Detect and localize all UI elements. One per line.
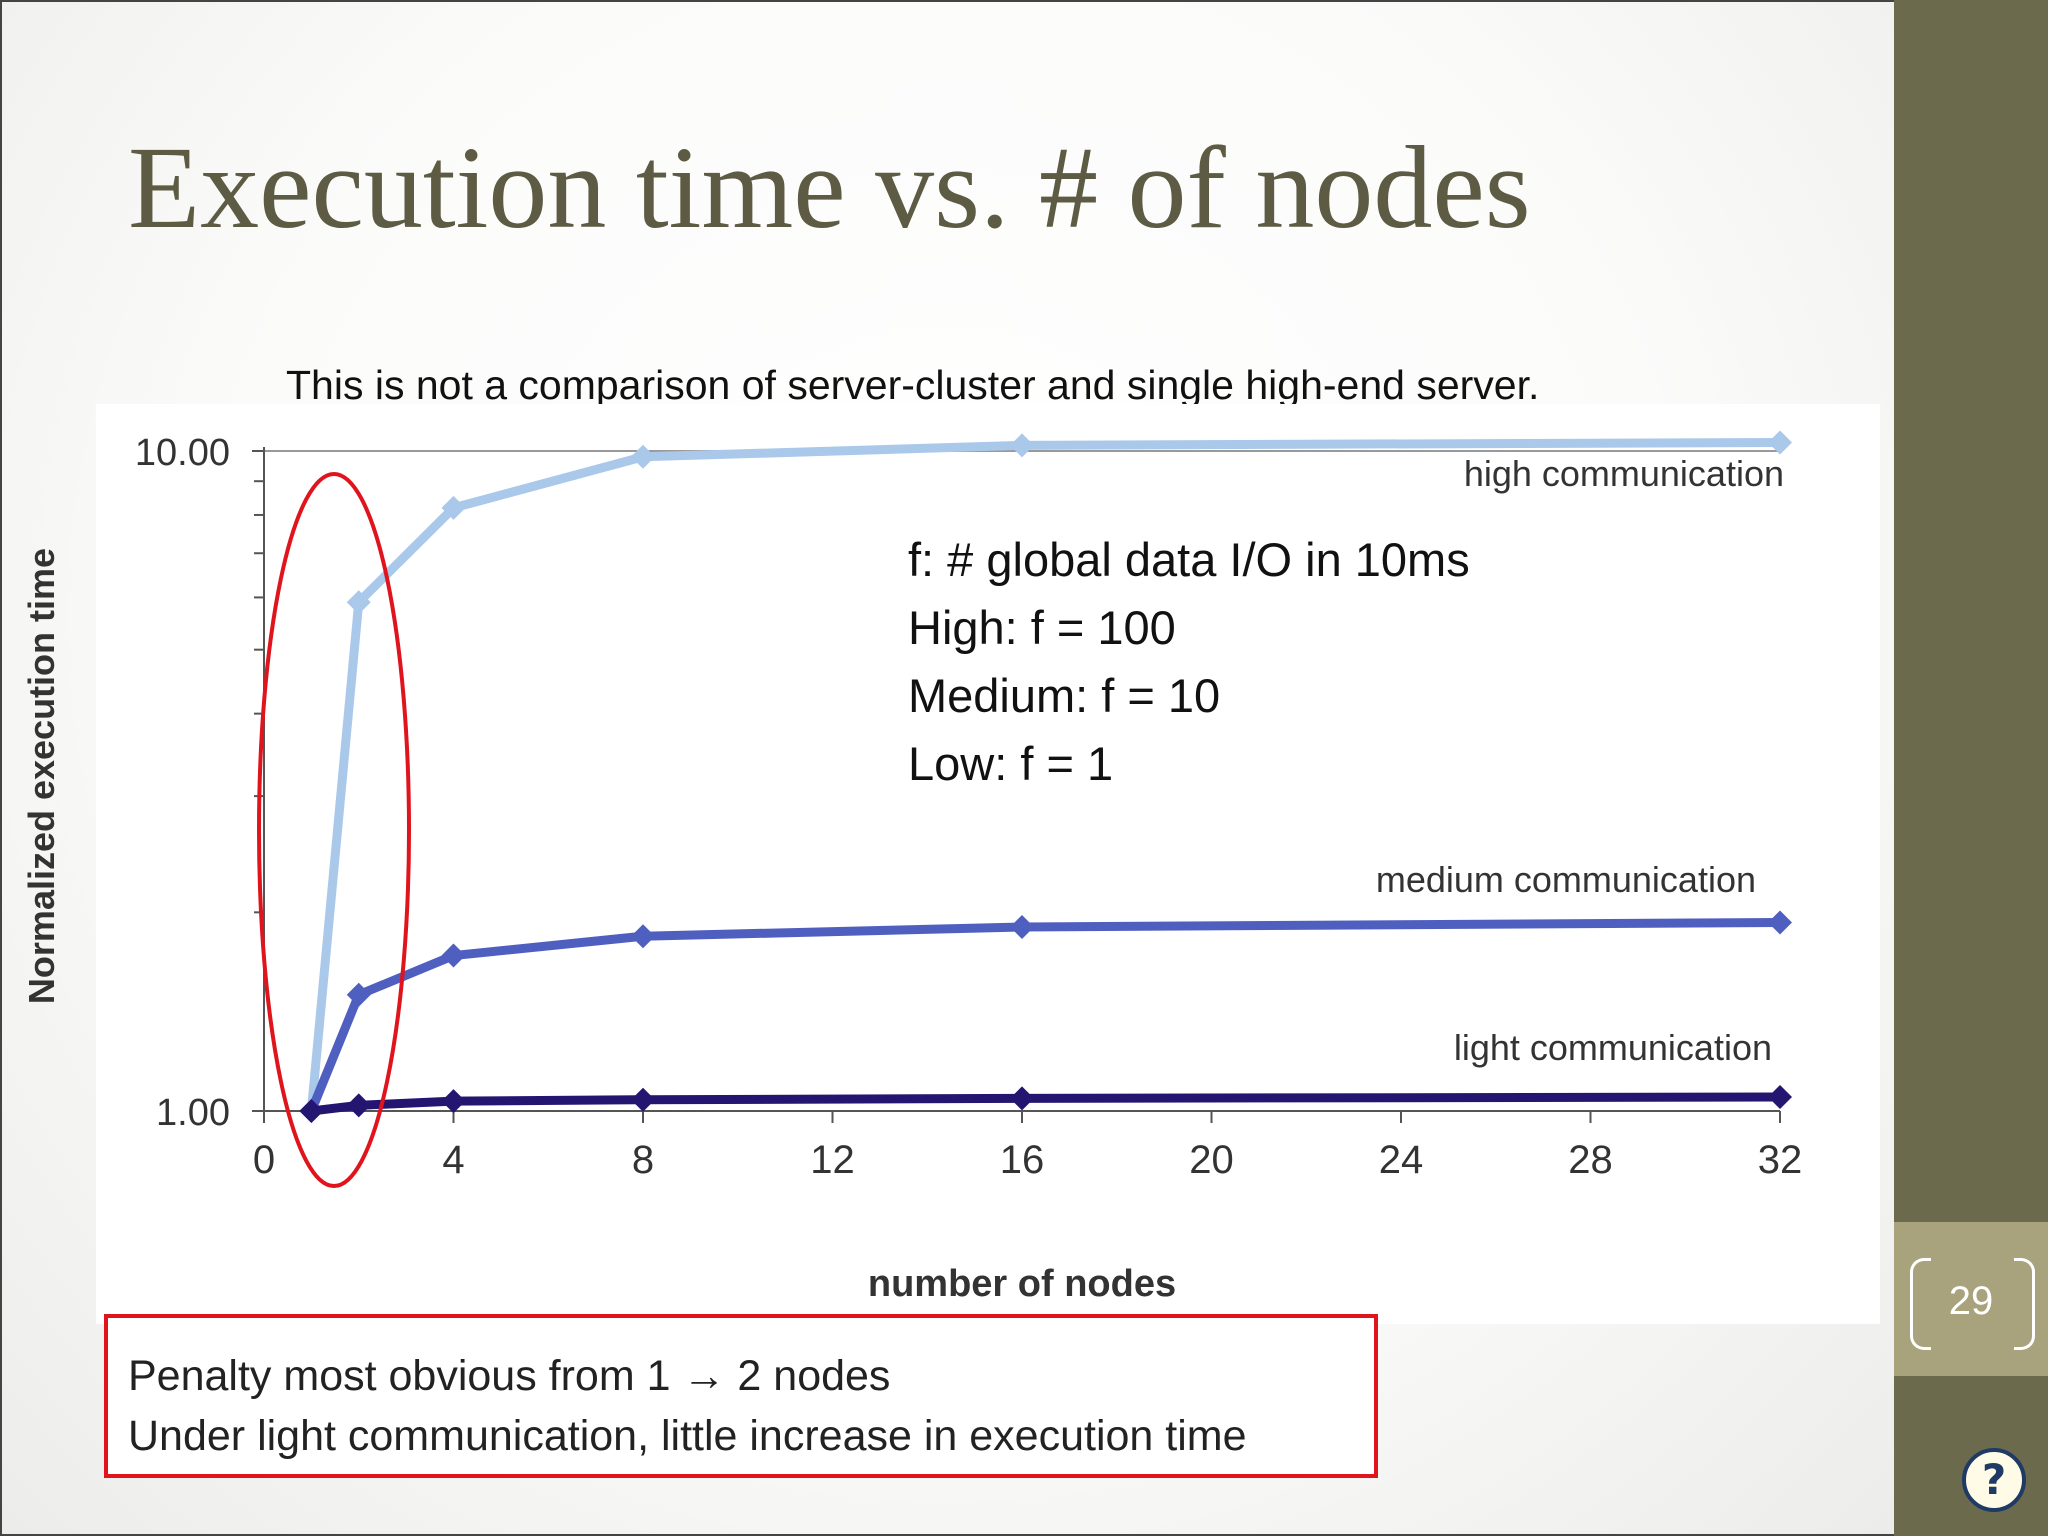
page-bracket-left <box>1910 1258 1931 1350</box>
help-button[interactable]: ? <box>1962 1448 2026 1512</box>
y-tick-label: 1.00 <box>156 1092 230 1134</box>
x-tick-label: 0 <box>253 1138 275 1182</box>
chart-labels: 0 4 8 12 16 20 24 28 32 1.00 10.00 number of nodes N… <box>21 432 1802 1305</box>
data-point <box>631 924 655 949</box>
y-tick-label: 10.00 <box>135 432 230 474</box>
series-label: high communication <box>1464 453 1784 494</box>
slide-title: Execution time vs. # of nodes <box>128 122 1531 253</box>
page-number-box <box>1894 1222 2048 1376</box>
data-point <box>1768 910 1792 935</box>
series-line-0 <box>306 438 1781 1112</box>
x-tick-label: 20 <box>1189 1138 1234 1182</box>
x-axis-title: number of nodes <box>868 1263 1176 1305</box>
data-point <box>1010 915 1034 940</box>
data-point <box>1010 1086 1034 1111</box>
data-point <box>1010 433 1034 458</box>
series-line-2 <box>310 1092 1781 1116</box>
data-point <box>441 495 466 520</box>
series-layer <box>257 430 1792 1188</box>
x-tick-label: 28 <box>1568 1138 1613 1182</box>
page-number: 29 <box>1948 1278 1994 1323</box>
data-point <box>346 982 371 1007</box>
data-point <box>441 1089 466 1114</box>
data-point <box>631 444 655 469</box>
x-tick-label: 12 <box>810 1138 855 1182</box>
x-tick-label: 24 <box>1379 1138 1424 1182</box>
annotation-line-2: High: f = 100 <box>908 601 1176 654</box>
data-point <box>1768 430 1792 455</box>
data-point <box>441 943 466 968</box>
annotation-line-3: Medium: f = 10 <box>908 669 1221 722</box>
series-line-1 <box>307 918 1781 1113</box>
axes <box>252 447 1781 1123</box>
y-axis-title: Normalized execution time <box>21 548 62 1004</box>
x-tick-label: 16 <box>1000 1138 1045 1182</box>
note-line-2: Under light communication, little increa… <box>128 1412 1247 1460</box>
data-point <box>631 1087 655 1112</box>
plot-background <box>96 404 1880 1324</box>
series-label: light communication <box>1454 1027 1772 1068</box>
x-tick-label: 4 <box>442 1138 464 1182</box>
slide-subtitle: This is not a comparison of server-clust… <box>286 362 1540 408</box>
notes-box: Penalty most obvious from 1 → 2 nodes Un… <box>104 1314 1378 1478</box>
page-bracket-right <box>2014 1258 2035 1350</box>
x-tick-label: 32 <box>1758 1138 1803 1182</box>
series-label: medium communication <box>1376 859 1756 900</box>
note-line-1: Penalty most obvious from 1 → 2 nodes <box>128 1352 891 1400</box>
x-tick-label: 8 <box>632 1138 654 1182</box>
data-point <box>299 1099 324 1123</box>
data-point <box>346 590 371 615</box>
annotation-text: f: # global data I/O in 10ms High: f = 1… <box>908 526 1470 798</box>
annotation-line-4: Low: f = 1 <box>908 737 1114 790</box>
highlight-ellipse <box>257 472 411 1188</box>
data-point <box>346 1093 371 1118</box>
annotation-line-1: f: # global data I/O in 10ms <box>908 533 1470 586</box>
data-point <box>1768 1085 1792 1110</box>
